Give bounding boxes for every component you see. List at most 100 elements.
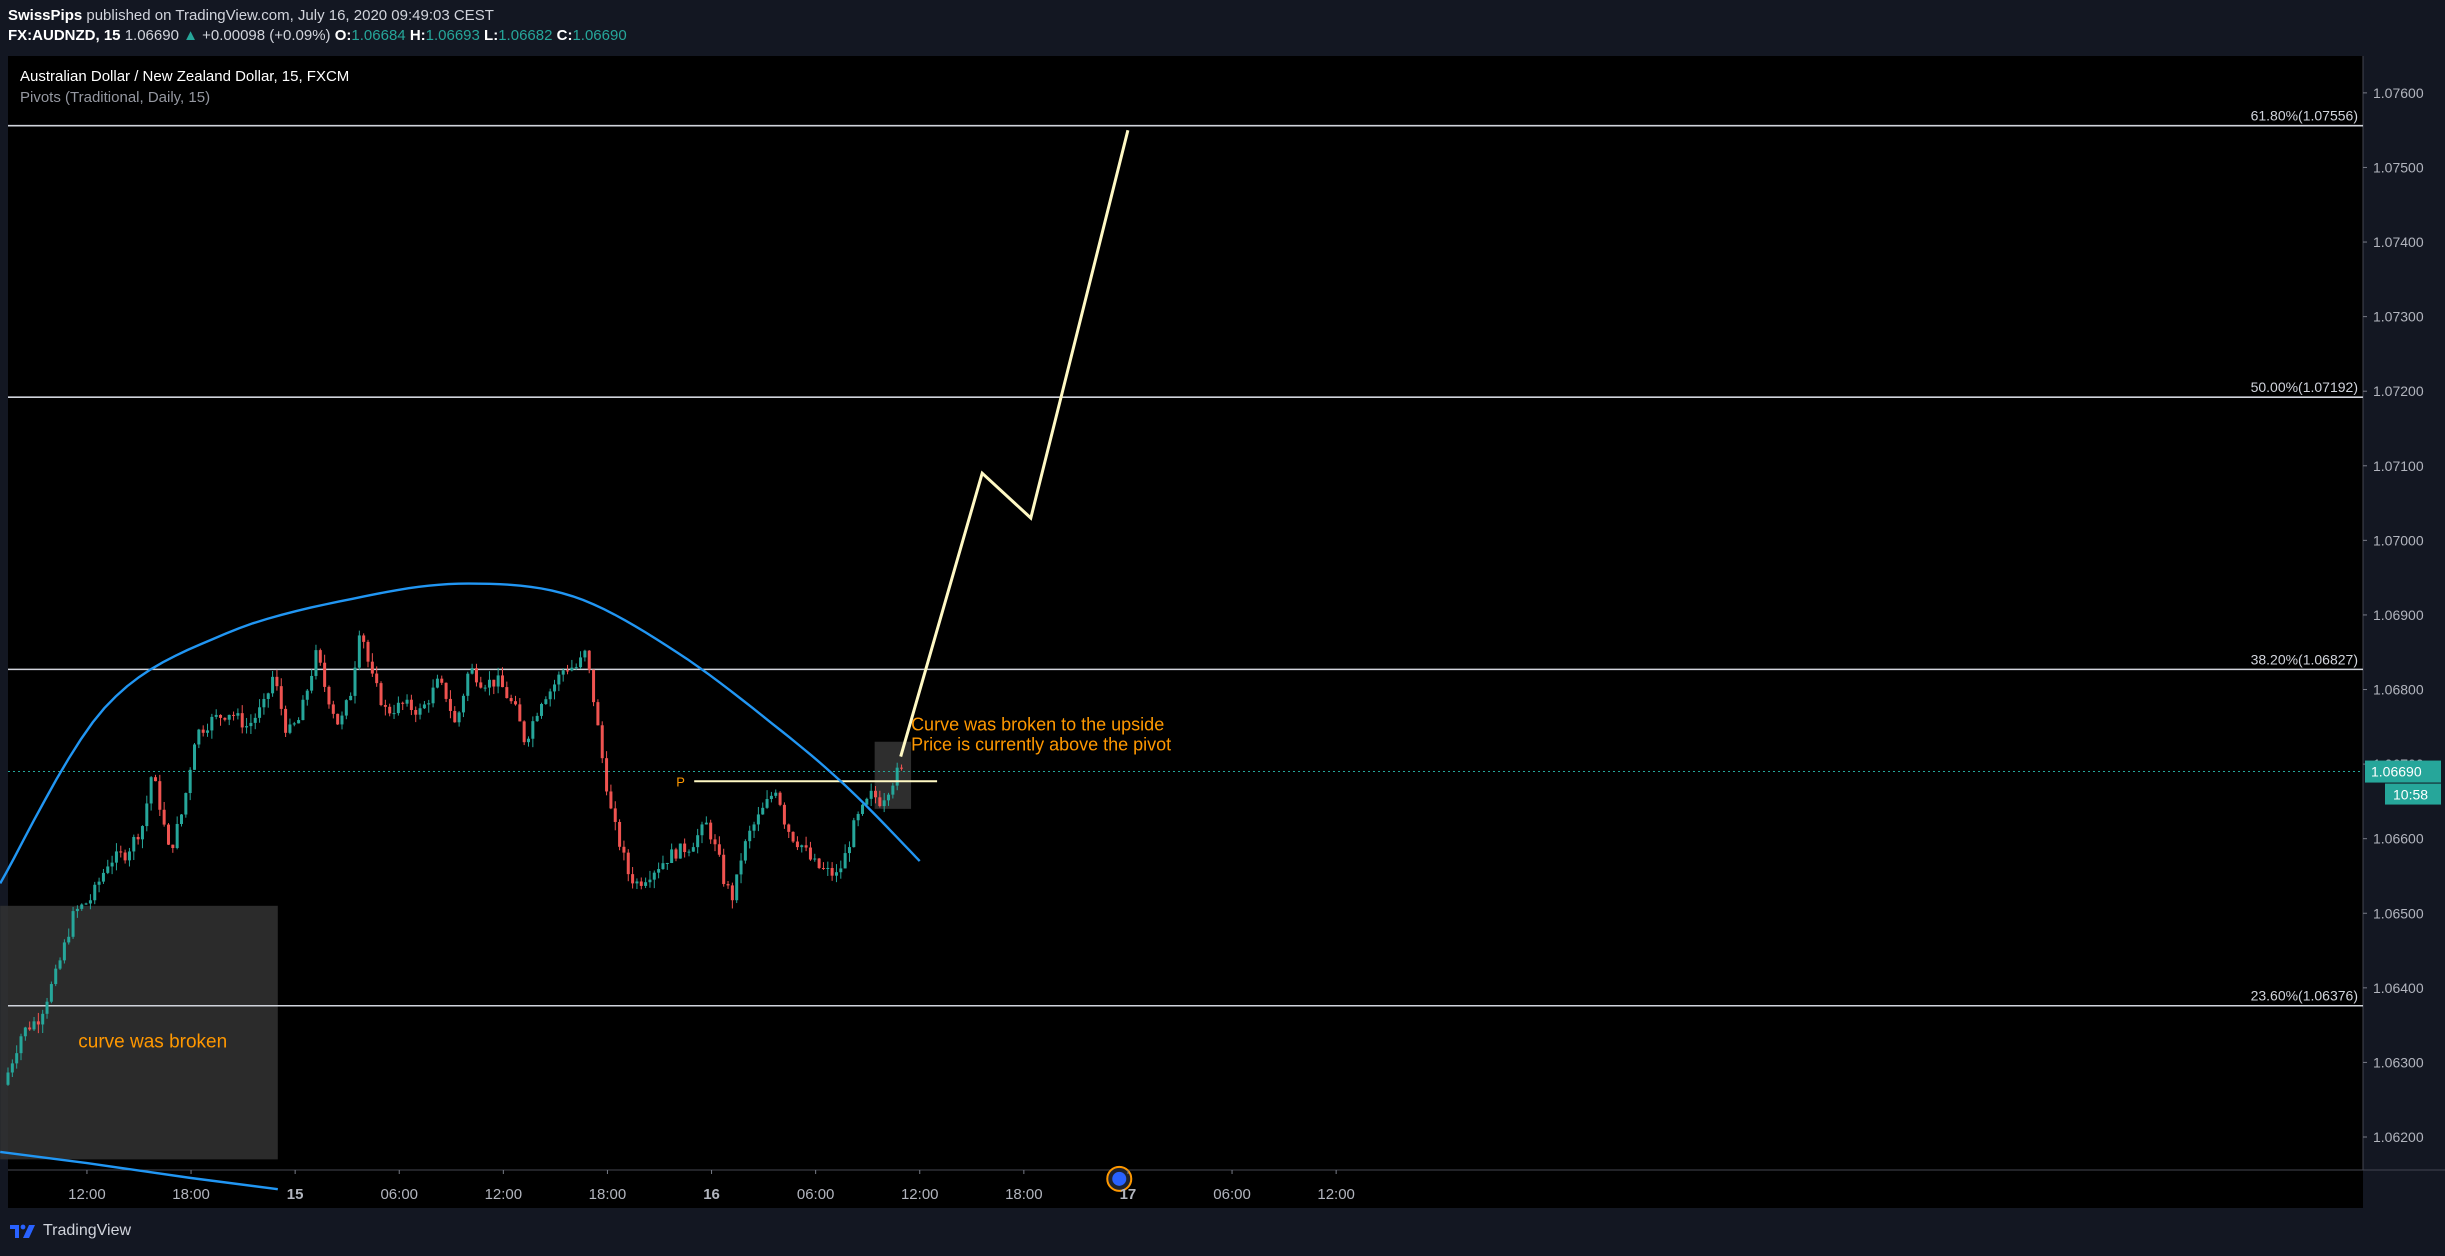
candle-body[interactable] — [214, 714, 218, 717]
candle-body[interactable] — [36, 1021, 40, 1025]
candle-body[interactable] — [882, 800, 886, 807]
candle-body[interactable] — [605, 758, 609, 792]
candle-body[interactable] — [305, 690, 309, 700]
candle-body[interactable] — [188, 769, 192, 794]
candle-body[interactable] — [704, 822, 708, 825]
candle-body[interactable] — [874, 790, 877, 798]
candle-body[interactable] — [171, 844, 175, 849]
candle-body[interactable] — [353, 667, 357, 696]
candle-body[interactable] — [778, 792, 782, 805]
candle-body[interactable] — [245, 726, 249, 728]
candle-body[interactable] — [166, 824, 170, 845]
candle-body[interactable] — [210, 716, 214, 731]
candle-body[interactable] — [206, 730, 210, 733]
candle-body[interactable] — [887, 794, 891, 801]
candle-body[interactable] — [136, 836, 140, 840]
candle-body[interactable] — [635, 881, 639, 884]
candle-body[interactable] — [132, 836, 136, 852]
candle-body[interactable] — [791, 831, 795, 842]
candle-body[interactable] — [388, 706, 392, 714]
candle-body[interactable] — [49, 984, 53, 1002]
candle-body[interactable] — [401, 702, 405, 704]
candle-body[interactable] — [500, 675, 504, 688]
candle-body[interactable] — [284, 708, 288, 733]
candle-body[interactable] — [865, 798, 869, 805]
candle-body[interactable] — [409, 699, 413, 710]
candle-body[interactable] — [240, 713, 244, 728]
candle-body[interactable] — [800, 845, 804, 848]
candle-body[interactable] — [579, 657, 583, 668]
candle-body[interactable] — [691, 847, 695, 852]
candle-body[interactable] — [548, 691, 552, 700]
candle-body[interactable] — [253, 717, 257, 723]
candle-body[interactable] — [821, 867, 825, 869]
candle-body[interactable] — [765, 799, 769, 808]
candle-body[interactable] — [440, 678, 444, 683]
candle-body[interactable] — [587, 650, 591, 670]
candle-body[interactable] — [175, 823, 179, 849]
candle-body[interactable] — [665, 862, 669, 864]
candle-body[interactable] — [431, 687, 435, 704]
candle-body[interactable] — [418, 708, 422, 715]
candle-body[interactable] — [756, 814, 760, 825]
candle-body[interactable] — [761, 807, 765, 815]
candle-body[interactable] — [323, 662, 327, 687]
candle-body[interactable] — [114, 851, 118, 863]
candle-body[interactable] — [301, 699, 305, 721]
candle-body[interactable] — [158, 781, 162, 810]
candle-body[interactable] — [748, 830, 752, 842]
candle-body[interactable] — [730, 885, 734, 901]
candle-body[interactable] — [717, 844, 721, 855]
candle-body[interactable] — [769, 795, 773, 800]
candle-body[interactable] — [32, 1021, 36, 1030]
candle-body[interactable] — [527, 738, 530, 743]
author-name[interactable]: SwissPips — [8, 7, 83, 24]
candle-body[interactable] — [678, 843, 682, 859]
candle-body[interactable] — [652, 872, 656, 880]
candle-body[interactable] — [414, 709, 418, 715]
candle-body[interactable] — [314, 650, 318, 676]
candle-body[interactable] — [54, 968, 58, 985]
candle-body[interactable] — [522, 721, 526, 743]
candle-body[interactable] — [279, 686, 283, 709]
candle-body[interactable] — [232, 714, 236, 716]
candle-body[interactable] — [795, 841, 799, 848]
candle-body[interactable] — [639, 881, 643, 886]
candle-body[interactable] — [474, 668, 478, 683]
candle-body[interactable] — [483, 687, 487, 689]
candle-body[interactable] — [292, 723, 296, 725]
candle-body[interactable] — [626, 852, 630, 875]
candle-body[interactable] — [258, 707, 262, 718]
candle-body[interactable] — [15, 1053, 19, 1064]
candle-body[interactable] — [509, 698, 513, 702]
candle-body[interactable] — [583, 650, 587, 658]
candle-body[interactable] — [613, 808, 617, 822]
candle-body[interactable] — [23, 1027, 27, 1037]
candle-body[interactable] — [566, 670, 570, 672]
projection-path[interactable] — [899, 129, 1130, 758]
candle-body[interactable] — [366, 641, 370, 662]
candle-body[interactable] — [375, 673, 379, 684]
candle-body[interactable] — [457, 712, 461, 723]
arc-curve-lower[interactable] — [0, 1150, 278, 1191]
candle-body[interactable] — [448, 698, 452, 711]
candle-body[interactable] — [357, 635, 361, 668]
candle-body[interactable] — [193, 744, 197, 770]
candle-body[interactable] — [860, 804, 864, 814]
candle-body[interactable] — [275, 676, 279, 687]
candle-body[interactable] — [88, 900, 92, 904]
candle-body[interactable] — [722, 854, 726, 885]
candle-body[interactable] — [461, 695, 465, 713]
candle-body[interactable] — [544, 699, 548, 704]
symbol-label[interactable]: FX:AUDNZD, 15 — [8, 27, 121, 44]
chart-annotation[interactable]: Price is currently above the pivot — [911, 735, 1171, 755]
candle-body[interactable] — [782, 804, 786, 825]
candle-body[interactable] — [444, 682, 448, 699]
candle-body[interactable] — [45, 1001, 49, 1014]
candle-body[interactable] — [184, 793, 188, 815]
candle-body[interactable] — [622, 846, 626, 853]
candle-body[interactable] — [492, 679, 496, 687]
candle-body[interactable] — [891, 785, 895, 795]
candle-body[interactable] — [813, 858, 817, 860]
